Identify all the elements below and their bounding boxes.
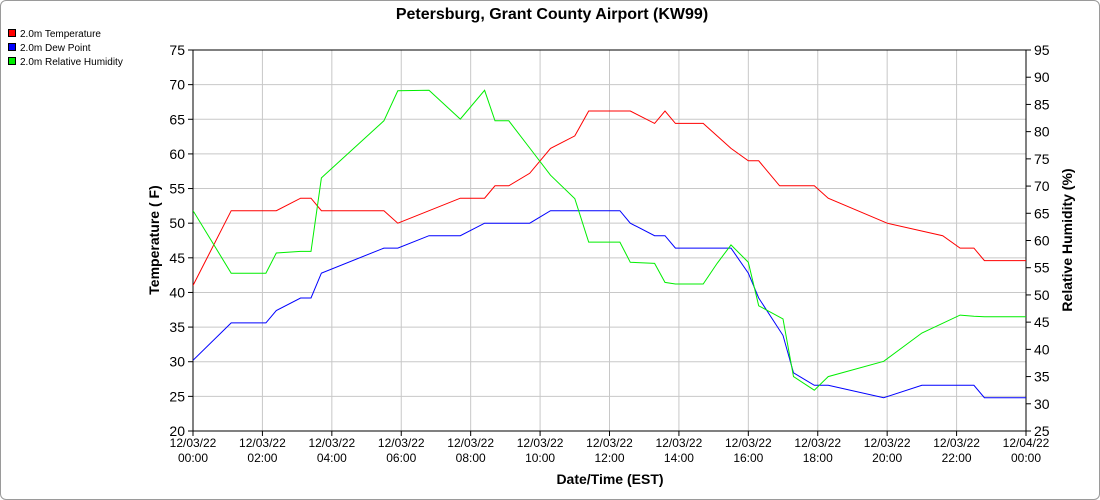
series-line-2-0m-relative-humidity: [193, 89, 1026, 391]
x-tick-date-label: 12/03/22: [308, 436, 355, 450]
x-tick-date-label: 12/03/22: [239, 436, 286, 450]
x-tick-time-label: 14:00: [664, 451, 694, 465]
left-tick-label: 25: [169, 388, 185, 404]
right-tick-label: 65: [1034, 205, 1050, 221]
x-axis-label: Date/Time (EST): [556, 471, 663, 487]
x-tick-date-label: 12/03/22: [725, 436, 772, 450]
x-tick-time-label: 08:00: [456, 451, 486, 465]
left-tick-label: 75: [169, 42, 185, 58]
right-tick-label: 35: [1034, 369, 1050, 385]
grid: [192, 49, 1027, 432]
right-tick-label: 75: [1034, 151, 1050, 167]
x-tick-date-label: 12/03/22: [656, 436, 703, 450]
x-tick-date-label: 12/03/22: [517, 436, 564, 450]
left-tick-label: 60: [169, 146, 185, 162]
left-tick-label: 65: [169, 111, 185, 127]
chart-title: Petersburg, Grant County Airport (KW99): [396, 6, 708, 23]
x-tick-time-label: 16:00: [733, 451, 763, 465]
x-tick-date-label: 12/03/22: [933, 436, 980, 450]
x-tick-time-label: 10:00: [525, 451, 555, 465]
legend-label-2-0m-dew-point: 2.0m Dew Point: [20, 43, 91, 54]
legend-swatch-2-0m-temperature: [8, 29, 16, 37]
left-tick-label: 50: [169, 215, 185, 231]
left-axis-ticks: 20 25 30 35 40 45 50 55 60 65 70 75: [169, 42, 193, 439]
x-tick-time-label: 18:00: [803, 451, 833, 465]
x-tick-date-label: 12/03/22: [586, 436, 633, 450]
right-axis-ticks: 25 30 35 40 45 50 55 60 65 70 75 80 85 90 95: [1026, 42, 1050, 439]
x-axis-ticks: 12/03/2200:0012/03/2202:0012/03/2204:001…: [170, 431, 1050, 465]
right-tick-label: 70: [1034, 178, 1050, 194]
right-tick-label: 85: [1034, 96, 1050, 112]
legend-label-2-0m-temperature: 2.0m Temperature: [20, 29, 101, 40]
right-tick-label: 60: [1034, 233, 1050, 249]
x-tick-time-label: 22:00: [942, 451, 972, 465]
legend-swatch-2-0m-dew-point: [8, 43, 16, 51]
series-line-2-0m-temperature: [193, 110, 1026, 286]
right-tick-label: 90: [1034, 69, 1050, 85]
right-tick-label: 55: [1034, 260, 1050, 276]
series-line-2-0m-dew-point: [193, 210, 1026, 399]
legend: 2.0m Temperature 2.0m Dew Point 2.0m Relat…: [8, 29, 123, 68]
right-tick-label: 25: [1034, 423, 1050, 439]
left-tick-label: 45: [169, 250, 185, 266]
x-tick-date-label: 12/03/22: [864, 436, 911, 450]
right-tick-label: 30: [1034, 396, 1050, 412]
left-tick-label: 30: [169, 354, 185, 370]
x-tick-time-label: 00:00: [1011, 451, 1041, 465]
x-tick-date-label: 12/03/22: [794, 436, 841, 450]
x-tick-time-label: 00:00: [178, 451, 208, 465]
x-tick-time-label: 02:00: [247, 451, 277, 465]
left-tick-label: 40: [169, 284, 185, 300]
right-tick-label: 40: [1034, 341, 1050, 357]
series-group: [193, 89, 1026, 399]
left-tick-label: 70: [169, 77, 185, 93]
x-tick-date-label: 12/03/22: [170, 436, 217, 450]
right-tick-label: 45: [1034, 314, 1050, 330]
x-tick-time-label: 06:00: [386, 451, 416, 465]
right-tick-label: 50: [1034, 287, 1050, 303]
x-tick-time-label: 20:00: [872, 451, 902, 465]
x-tick-date-label: 12/03/22: [447, 436, 494, 450]
legend-swatch-2-0m-relative-humidity: [8, 57, 16, 65]
x-tick-date-label: 12/03/22: [378, 436, 425, 450]
left-tick-label: 20: [169, 423, 185, 439]
left-axis-label: Temperature ( F): [146, 185, 162, 294]
left-tick-label: 55: [169, 181, 185, 197]
legend-label-2-0m-relative-humidity: 2.0m Relative Humidity: [20, 57, 123, 68]
right-axis-label: Relative Humidity (%): [1059, 168, 1075, 311]
right-tick-label: 95: [1034, 42, 1050, 58]
x-tick-time-label: 04:00: [317, 451, 347, 465]
left-tick-label: 35: [169, 319, 185, 335]
x-tick-date-label: 12/04/22: [1003, 436, 1050, 450]
x-tick-time-label: 12:00: [594, 451, 624, 465]
right-tick-label: 80: [1034, 124, 1050, 140]
